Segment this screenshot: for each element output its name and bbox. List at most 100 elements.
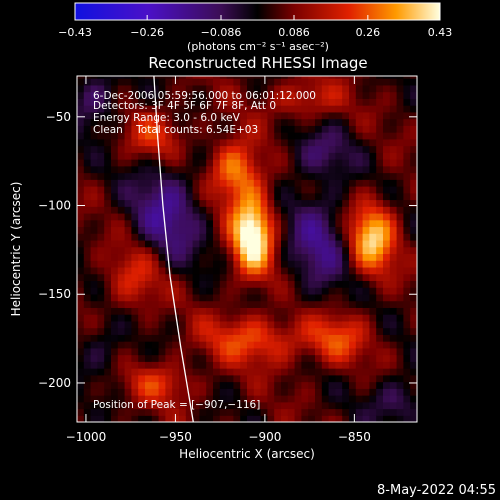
heatmap-cell <box>172 287 180 295</box>
heatmap-cell <box>308 327 316 335</box>
heatmap-cell <box>165 91 173 99</box>
heatmap-cell <box>77 293 85 302</box>
heatmap-cell <box>90 395 98 403</box>
heatmap-cell <box>117 138 126 147</box>
heatmap-cell <box>281 186 289 194</box>
heatmap-cell <box>219 293 228 302</box>
heatmap-cell <box>267 125 275 133</box>
heatmap-cell <box>233 219 241 228</box>
heatmap-cell <box>206 253 214 261</box>
heatmap-cell <box>294 354 302 362</box>
heatmap-cell <box>335 361 343 369</box>
heatmap-cell <box>287 192 296 201</box>
heatmap-cell <box>131 334 139 342</box>
heatmap-cell <box>417 166 424 173</box>
heatmap-cell <box>145 125 153 133</box>
heatmap-cell <box>185 199 194 207</box>
heatmap-cell <box>226 368 234 376</box>
heatmap-cell <box>90 266 98 275</box>
heatmap-cell <box>281 111 289 120</box>
heatmap-cell <box>274 287 282 295</box>
heatmap-cell <box>240 111 248 120</box>
heatmap-cell <box>308 415 316 422</box>
heatmap-cell <box>165 239 173 248</box>
heatmap-cell <box>247 91 255 99</box>
heatmap-cell <box>233 246 241 255</box>
heatmap-cell <box>294 368 302 376</box>
heatmap-cell <box>335 246 343 255</box>
heatmap-cell <box>389 395 398 403</box>
heatmap-cell <box>335 165 343 174</box>
heatmap-cell <box>301 186 309 194</box>
heatmap-cell <box>342 395 350 403</box>
heatmap-cell <box>260 368 268 376</box>
heatmap-cell <box>355 415 364 422</box>
heatmap-cell <box>219 219 228 228</box>
heatmap-cell <box>369 253 377 261</box>
heatmap-cell <box>274 341 282 349</box>
heatmap-cell <box>199 293 207 302</box>
heatmap-cell <box>369 388 377 396</box>
heatmap-cell <box>403 314 411 322</box>
heatmap-cell <box>315 125 323 133</box>
heatmap-cell <box>403 111 411 120</box>
heatmap-cell <box>97 368 105 376</box>
heatmap-cell <box>362 374 370 383</box>
heatmap-cell <box>165 118 173 126</box>
heatmap-cell <box>369 415 377 422</box>
heatmap-cell <box>389 125 398 133</box>
heatmap-cell <box>172 199 180 207</box>
heatmap-cell <box>151 307 160 315</box>
heatmap-cell <box>247 293 255 302</box>
heatmap-cell <box>362 273 370 281</box>
heatmap-cell <box>117 260 126 268</box>
heatmap-cell <box>335 192 343 201</box>
heatmap-cell <box>253 91 262 99</box>
heatmap-cell <box>383 381 391 389</box>
heatmap-cell <box>362 172 370 180</box>
heatmap-cell <box>294 152 302 160</box>
heatmap-cell <box>281 381 289 389</box>
heatmap-cell <box>267 415 275 422</box>
heatmap-cell <box>383 199 391 207</box>
heatmap-cell <box>410 381 417 389</box>
heatmap-cell <box>117 300 126 308</box>
heatmap-cell <box>301 199 309 207</box>
heatmap-cell <box>151 415 160 422</box>
heatmap-cell <box>281 287 289 295</box>
heatmap-cell <box>260 280 268 288</box>
heatmap-cell <box>165 320 173 329</box>
heatmap-cell <box>328 132 336 140</box>
heatmap-cell <box>138 300 146 308</box>
heatmap-cell <box>389 145 398 153</box>
heatmap-cell <box>77 76 85 79</box>
heatmap-cell <box>165 98 173 106</box>
heatmap-cell <box>104 408 112 416</box>
heatmap-cell <box>362 239 370 248</box>
heatmap-cell <box>403 246 411 255</box>
heatmap-cell <box>335 219 343 228</box>
heatmap-cell <box>321 145 330 153</box>
heatmap-cell <box>219 300 228 308</box>
heatmap-cell <box>165 192 173 201</box>
heatmap-cell <box>383 266 391 275</box>
heatmap-cell <box>117 186 126 194</box>
heatmap-cell <box>213 341 221 349</box>
heatmap-cell <box>199 361 207 369</box>
heatmap-cell <box>138 354 146 362</box>
heatmap-cell <box>219 186 228 194</box>
heatmap-cell <box>308 138 316 147</box>
heatmap-cell <box>369 226 377 234</box>
heatmap-cell <box>389 239 398 248</box>
heatmap-cell <box>389 186 398 194</box>
heatmap-cell <box>369 239 377 248</box>
heatmap-cell <box>355 361 364 369</box>
heatmap-cell <box>315 212 323 221</box>
heatmap-cell <box>417 139 424 146</box>
heatmap-cell <box>253 226 262 234</box>
heatmap-cell <box>396 192 404 201</box>
heatmap-cell <box>117 408 126 416</box>
heatmap-cell <box>131 260 139 268</box>
heatmap-cell <box>383 172 391 180</box>
heatmap-cell <box>349 280 357 288</box>
